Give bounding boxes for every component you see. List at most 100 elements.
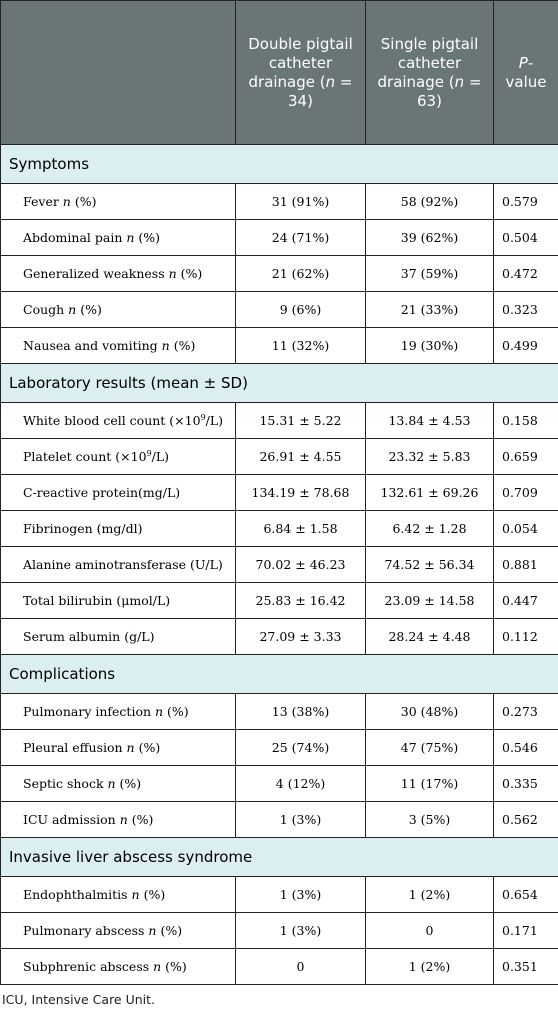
value-cell: 58 (92%): [365, 183, 494, 220]
p-value: 0.112: [493, 618, 558, 655]
p-value: 0.654: [493, 876, 558, 913]
text-segment: White blood cell count (×10: [23, 413, 201, 429]
value-cell: 1 (3%): [235, 876, 366, 913]
italic-text: n: [153, 959, 162, 974]
data-row: Serum albumin (g/L) 27.09 ± 3.33 28.24 ± 4…: [0, 618, 558, 655]
value-cell: 39 (62%): [365, 219, 494, 256]
data-row: ICU admission n (%) 1 (3%) 3 (5%) 0.562: [0, 801, 558, 838]
value-cell: 47 (75%): [365, 729, 494, 766]
row-label: Fibrinogen (mg/dl): [0, 510, 236, 547]
text-segment: Platelet count (×10: [23, 449, 147, 465]
row-label: Total bilirubin (μmol/L): [0, 582, 236, 619]
row-label: Subphrenic abscess n (%): [0, 948, 236, 985]
text-segment: (%): [127, 812, 154, 827]
data-row: Total bilirubin (μmol/L) 25.83 ± 16.42 23.…: [0, 582, 558, 619]
text-segment: (%): [169, 338, 196, 353]
section-title: Laboratory results (mean ± SD): [0, 363, 558, 403]
value-cell: 1 (2%): [365, 876, 494, 913]
value-cell: 134.19 ± 78.68: [235, 474, 366, 511]
header-cell: Double pigtail catheter drainage (n = 34…: [235, 0, 366, 145]
text-segment: (%): [156, 923, 183, 938]
italic-text: n: [68, 302, 77, 317]
data-row: White blood cell count (×109/L) 15.31 ± 5…: [0, 402, 558, 439]
value-cell: 37 (59%): [365, 255, 494, 292]
value-cell: 23.32 ± 5.83: [365, 438, 494, 475]
italic-text: P: [518, 53, 528, 72]
text-segment: Generalized weakness: [23, 266, 169, 281]
text-segment: (%): [115, 776, 142, 791]
text-segment: Cough: [23, 302, 69, 317]
section-title: Complications: [0, 654, 558, 694]
row-label: Serum albumin (g/L): [0, 618, 236, 655]
superscript: 9: [200, 412, 206, 422]
data-row: Pulmonary infection n (%) 13 (38%) 30 (48%…: [0, 693, 558, 730]
data-row: Pleural effusion n (%) 25 (74%) 47 (75%) 0.…: [0, 729, 558, 766]
value-cell: 11 (17%): [365, 765, 494, 802]
text-segment: Double pigtail catheter drainage (: [248, 34, 353, 91]
italic-text: n: [325, 72, 336, 91]
value-cell: 132.61 ± 69.26: [365, 474, 494, 511]
row-label: White blood cell count (×109/L): [0, 402, 236, 439]
value-cell: 13 (38%): [235, 693, 366, 730]
p-value: 0.659: [493, 438, 558, 475]
section-title: Symptoms: [0, 144, 558, 184]
text-segment: Endophthalmitis: [23, 887, 132, 902]
text-segment: (%): [176, 266, 203, 281]
text-segment: ICU admission: [23, 812, 120, 827]
italic-text: n: [107, 776, 116, 791]
text-segment: Pulmonary infection: [23, 704, 155, 719]
text-segment: (%): [163, 704, 189, 719]
p-value: 0.504: [493, 219, 558, 256]
section-title: Invasive liver abscess syndrome: [0, 837, 558, 877]
value-cell: 19 (30%): [365, 327, 494, 364]
text-segment: Single pigtail catheter drainage (: [377, 34, 479, 91]
value-cell: 24 (71%): [235, 219, 366, 256]
text-segment: (%): [134, 230, 161, 245]
italic-text: n: [155, 704, 164, 719]
text-segment: Pleural effusion: [23, 740, 127, 755]
italic-text: n: [62, 194, 71, 209]
value-cell: 21 (33%): [365, 291, 494, 328]
header-cell: Single pigtail catheter drainage (n = 63…: [365, 0, 494, 145]
row-label: Cough n (%): [0, 291, 236, 328]
data-row: Generalized weakness n (%) 21 (62%) 37 (59…: [0, 255, 558, 292]
row-label: Alanine aminotransferase (U/L): [0, 546, 236, 583]
footnote: ICU, Intensive Care Unit.: [2, 992, 156, 1007]
value-cell: 1 (3%): [235, 801, 366, 838]
p-value: 0.579: [493, 183, 558, 220]
row-label: ICU admission n (%): [0, 801, 236, 838]
value-cell: 25 (74%): [235, 729, 366, 766]
text-segment: (%): [134, 740, 161, 755]
value-cell: 31 (91%): [235, 183, 366, 220]
data-row: Pulmonary abscess n (%) 1 (3%) 0 0.171: [0, 912, 558, 949]
p-value: 0.158: [493, 402, 558, 439]
data-table: Double pigtail catheter drainage (n = 34…: [0, 0, 558, 985]
p-value: 0.447: [493, 582, 558, 619]
value-cell: 1 (3%): [235, 912, 366, 949]
text-segment: Abdominal pain: [23, 230, 127, 245]
p-value: 0.054: [493, 510, 558, 547]
row-label: Fever n (%): [0, 183, 236, 220]
value-cell: 21 (62%): [235, 255, 366, 292]
row-label: Pulmonary abscess n (%): [0, 912, 236, 949]
italic-text: n: [454, 72, 465, 91]
section-row: Symptoms: [0, 144, 558, 184]
value-cell: 6.42 ± 1.28: [365, 510, 494, 547]
text-segment: (%): [139, 887, 166, 902]
italic-text: n: [168, 266, 177, 281]
row-label: Pulmonary infection n (%): [0, 693, 236, 730]
p-value: 0.472: [493, 255, 558, 292]
data-row: Platelet count (×109/L) 26.91 ± 4.55 23.32…: [0, 438, 558, 475]
header-cell: P-value: [493, 0, 558, 145]
section-row: Laboratory results (mean ± SD): [0, 363, 558, 403]
value-cell: 74.52 ± 56.34: [365, 546, 494, 583]
italic-text: n: [119, 812, 128, 827]
italic-text: n: [131, 887, 140, 902]
p-value: 0.709: [493, 474, 558, 511]
data-row: Cough n (%) 9 (6%) 21 (33%) 0.323: [0, 291, 558, 328]
section-row: Complications: [0, 654, 558, 694]
value-cell: 1 (2%): [365, 948, 494, 985]
text-segment: -value: [505, 53, 547, 91]
text-segment: (%): [70, 194, 97, 209]
row-label: Platelet count (×109/L): [0, 438, 236, 475]
